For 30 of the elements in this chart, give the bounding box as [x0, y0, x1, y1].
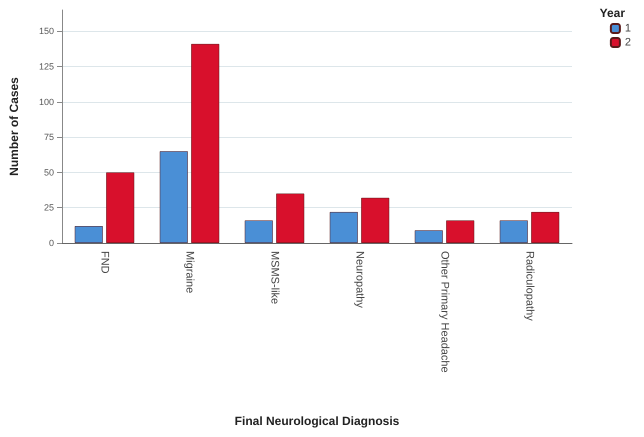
y-tick-label: 100 — [38, 96, 54, 107]
legend-title: Year — [600, 6, 626, 20]
x-tick-label: MSMS-like — [268, 251, 280, 304]
bar — [531, 212, 560, 243]
x-tick-label: Migraine — [184, 251, 196, 294]
bar — [244, 220, 273, 243]
bar — [276, 194, 304, 243]
legend-label: 2 — [624, 36, 632, 48]
x-tick-label: Other Primary Headache — [438, 251, 450, 373]
y-tick-label: 50 — [44, 167, 54, 178]
bar — [446, 220, 474, 243]
bar — [74, 226, 103, 243]
bar — [414, 230, 443, 243]
x-tick-label: Neuropathy — [354, 251, 366, 308]
bar — [191, 44, 220, 243]
y-tick-label: 125 — [38, 61, 54, 72]
bar — [330, 212, 358, 243]
legend-label: 1 — [624, 22, 632, 34]
x-tick-label: FND — [98, 251, 110, 274]
x-tick-label: Radiculopathy — [524, 251, 536, 322]
bar — [361, 198, 390, 243]
bar — [160, 151, 188, 243]
x-axis-title: Final Neurological Diagnosis — [234, 414, 400, 428]
y-axis-title: Number of Cases — [7, 76, 21, 176]
bar — [500, 220, 528, 243]
y-tick-label: 150 — [38, 26, 54, 36]
y-tick-label: 25 — [44, 202, 54, 213]
y-tick-label: 75 — [44, 132, 54, 142]
y-tick-label: 0 — [48, 238, 54, 248]
bar — [106, 172, 134, 243]
